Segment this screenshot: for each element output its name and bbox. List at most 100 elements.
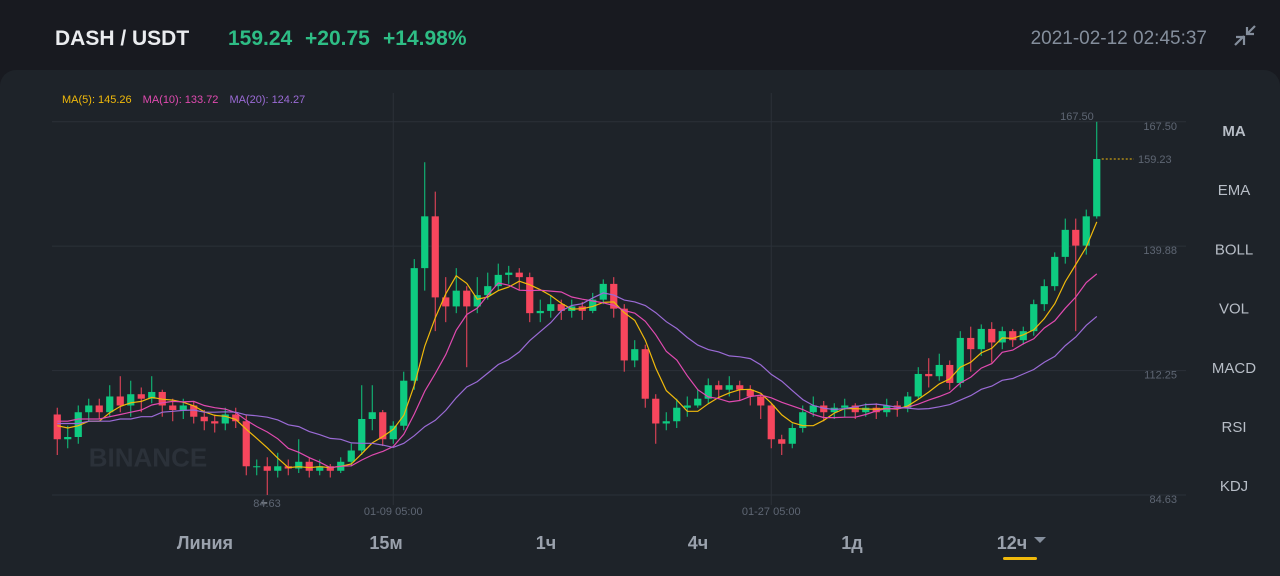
candle-body	[85, 405, 93, 413]
y-tick-label: 167.50	[1143, 121, 1177, 133]
high-label: 167.50	[1060, 111, 1094, 123]
candle-body	[389, 425, 397, 440]
candle-body	[1082, 216, 1090, 246]
legend-value: 145.26	[98, 94, 132, 106]
candle-body	[74, 412, 82, 438]
candle-body	[977, 328, 985, 350]
ma-line	[57, 292, 1098, 449]
candle-body	[274, 466, 282, 471]
interval-tab[interactable]: 4ч	[688, 533, 708, 553]
candle-body	[179, 405, 187, 410]
ma-line	[57, 221, 1098, 469]
candle-body	[232, 414, 240, 422]
candle-body	[704, 385, 712, 399]
candle-body	[725, 385, 733, 390]
legend-value: 133.72	[185, 94, 219, 106]
candle-body	[757, 396, 765, 406]
candle-body	[379, 412, 387, 440]
candle-body	[1019, 331, 1027, 341]
price: 159.24	[228, 27, 293, 50]
candle-body	[547, 304, 555, 311]
last-price-label: 159.23	[1138, 154, 1172, 166]
candle-body	[641, 349, 649, 399]
candle-body	[841, 405, 849, 408]
candle-body	[127, 394, 135, 406]
candle-body	[211, 421, 219, 424]
interval-tab[interactable]: 15м	[369, 533, 402, 553]
candle-body	[368, 412, 376, 419]
candle-body	[1061, 229, 1069, 257]
indicator-button[interactable]: BOLL	[1215, 241, 1253, 258]
indicator-button[interactable]: RSI	[1221, 419, 1246, 436]
candle-body	[1072, 229, 1080, 246]
candle-body	[95, 405, 103, 413]
chart: BINANCE 84.63 112.25 139.88 167.50 01-09 05:0…	[52, 93, 1186, 518]
candle-body	[767, 405, 775, 440]
candle-body	[1051, 256, 1059, 287]
candle-body	[190, 405, 198, 417]
candle-body	[862, 407, 870, 413]
indicator-button[interactable]: MACD	[1212, 360, 1256, 377]
candle-body	[799, 412, 807, 428]
candle-body	[358, 418, 366, 451]
candle-body	[410, 268, 418, 381]
candle-body	[505, 272, 513, 275]
candle-body	[998, 331, 1006, 343]
candle-body	[673, 407, 681, 422]
legend-name: MA(10):	[143, 94, 182, 106]
candle-body	[809, 405, 817, 413]
candle-body	[935, 364, 943, 377]
legend-entry: MA(20): 124.27	[229, 94, 305, 106]
candle-body	[620, 308, 628, 361]
x-tick-label: 01-09 05:00	[364, 506, 423, 518]
candle-body	[494, 274, 502, 287]
y-tick-label: 139.88	[1143, 245, 1177, 257]
candle-body	[442, 297, 450, 307]
collapse-icon[interactable]	[1234, 25, 1256, 46]
candle-body	[400, 380, 408, 426]
candle-body	[746, 389, 754, 397]
legend-entry: MA(10): 133.72	[143, 94, 219, 106]
interval-tab[interactable]: Линия	[177, 533, 233, 553]
candle-body	[557, 304, 565, 311]
candle-body	[106, 396, 114, 413]
candle-body	[242, 421, 250, 467]
candle-body	[778, 439, 786, 444]
indicator-button[interactable]: MA	[1222, 123, 1245, 140]
low-label: 84.63	[253, 498, 281, 510]
candle-body	[64, 437, 72, 440]
legend-name: MA(20):	[229, 94, 268, 106]
candle-body	[1030, 304, 1038, 332]
candle-body	[53, 414, 61, 440]
candle-body	[589, 299, 597, 311]
indicator-button[interactable]: EMA	[1218, 182, 1251, 199]
interval-tab[interactable]: 1ч	[536, 533, 556, 553]
timestamp: 2021-02-12 02:45:37	[1031, 28, 1207, 49]
interval-tab[interactable]: 1д	[841, 533, 863, 553]
candle-body	[326, 466, 334, 471]
change-percent: +14.98%	[383, 27, 467, 50]
y-tick-label: 84.63	[1149, 494, 1177, 506]
candle-body	[904, 396, 912, 408]
candle-body	[295, 461, 303, 469]
candle-body	[967, 337, 975, 350]
candle-body	[200, 416, 208, 422]
legend-entry: MA(5): 145.26	[62, 94, 132, 106]
indicator-menu: MA EMA BOLL VOL MACD RSI KDJ	[1212, 123, 1256, 495]
dropdown-arrow[interactable]	[1034, 537, 1046, 543]
candle-body	[148, 391, 156, 399]
candle-body	[683, 405, 691, 408]
change: +20.75	[305, 27, 370, 50]
candle-body	[526, 277, 534, 314]
candle-body	[473, 295, 481, 307]
candle-body	[1009, 331, 1017, 341]
indicator-button[interactable]: VOL	[1219, 301, 1249, 318]
indicator-button[interactable]: KDJ	[1220, 478, 1248, 495]
candle-body	[736, 385, 744, 390]
interval-tab[interactable]: 12ч	[997, 533, 1027, 553]
candle-body	[116, 396, 124, 406]
candle-body	[599, 283, 607, 300]
candle-body	[610, 283, 618, 309]
pair: DASH / USDT	[55, 27, 189, 50]
